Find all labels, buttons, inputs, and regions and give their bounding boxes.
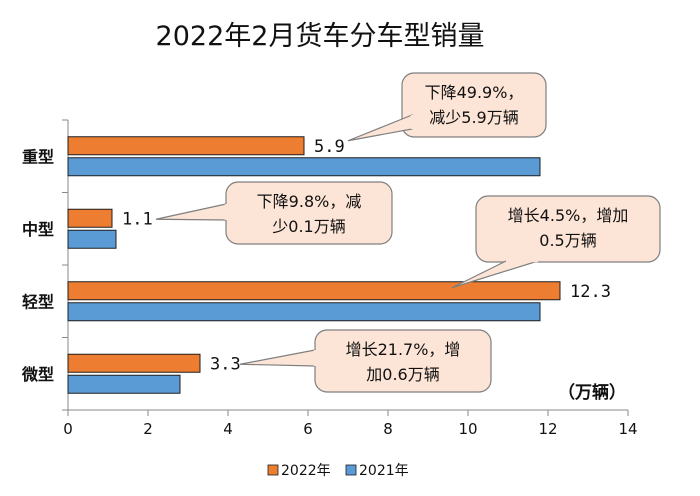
callout-text: 下降9.8%，减 (257, 192, 362, 211)
x-tick-label: 12 (538, 420, 557, 438)
legend-swatch (267, 464, 279, 476)
legend-label: 2021年 (359, 463, 409, 479)
callout-text: 减少5.9万辆 (429, 108, 518, 127)
callout-text: 增长21.7%，增 (346, 340, 461, 359)
x-tick-label: 0 (63, 420, 73, 438)
x-tick-label: 2 (143, 420, 153, 438)
data-label: 12.3 (570, 282, 611, 302)
legend-label: 2022年 (281, 463, 331, 479)
legend-swatch (345, 464, 357, 476)
x-tick-label: 10 (458, 420, 477, 438)
unit-label: （万辆） (558, 382, 626, 403)
callout-box (401, 72, 547, 138)
callout-text: 0.5万辆 (539, 231, 596, 250)
callout-text: 少0.1万辆 (272, 217, 345, 236)
x-tick-label: 8 (383, 420, 393, 438)
chart-title: 2022年2月货车分车型销量 (155, 21, 485, 52)
data-label: 1.1 (122, 209, 153, 229)
category-label: 中型 (22, 220, 54, 239)
callout-pointer (347, 114, 413, 142)
callout-box (475, 195, 661, 263)
bar-2021 (67, 157, 541, 177)
data-label: 5.9 (314, 137, 345, 157)
category-label: 微型 (21, 365, 54, 384)
category-label: 轻型 (22, 292, 54, 311)
callout-text: 增长4.5%，增加 (508, 206, 629, 225)
callout-pointer (239, 349, 316, 367)
callout-text: 下降49.9%， (425, 83, 524, 102)
category-label: 重型 (22, 147, 54, 166)
x-tick-label: 4 (223, 420, 233, 438)
bar-2022 (67, 208, 113, 228)
bar-2021 (67, 229, 117, 249)
callout-text: 加0.6万辆 (366, 365, 439, 384)
callout-pointer (155, 203, 227, 221)
bar-2022 (67, 281, 561, 301)
bar-2022 (67, 136, 305, 156)
data-label: 3.3 (210, 354, 241, 374)
bar-2021 (67, 374, 181, 394)
bar-2022 (67, 353, 201, 373)
x-tick-label: 6 (303, 420, 313, 438)
x-tick-label: 14 (618, 420, 637, 438)
bar-2021 (67, 302, 541, 322)
